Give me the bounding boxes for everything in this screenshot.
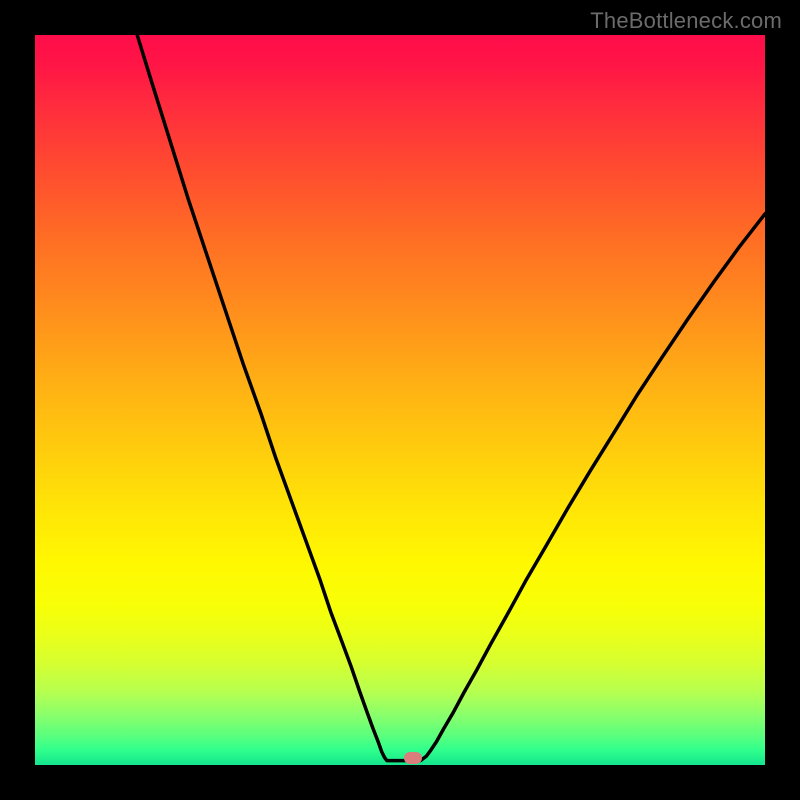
plot-area	[35, 35, 765, 765]
trough-marker	[404, 752, 422, 764]
watermark-label: TheBottleneck.com	[590, 8, 782, 34]
chart-frame: TheBottleneck.com	[0, 0, 800, 800]
curve-svg	[35, 35, 765, 765]
